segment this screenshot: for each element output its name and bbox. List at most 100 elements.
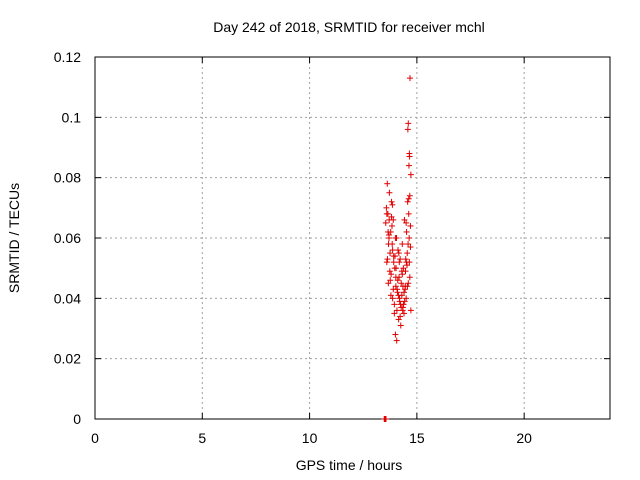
- data-point: [406, 274, 413, 281]
- data-point: [391, 301, 398, 308]
- data-point: [391, 253, 398, 260]
- data-point: [397, 256, 404, 263]
- x-tick-label: 10: [302, 430, 318, 446]
- data-point: [398, 304, 405, 311]
- data-point: [385, 231, 392, 238]
- data-point: [405, 280, 412, 287]
- data-point: [383, 210, 390, 217]
- data-point: [400, 265, 407, 272]
- data-point: [397, 313, 404, 320]
- grid: [95, 57, 610, 419]
- data-point: [405, 241, 412, 248]
- data-point: [393, 337, 400, 344]
- data-point: [396, 295, 403, 302]
- data-point: [407, 75, 414, 82]
- y-tick-labels: 0 0.02 0.04 0.06 0.08 0.1 0.12: [54, 49, 81, 427]
- data-point: [392, 235, 399, 241]
- chart-title: Day 242 of 2018, SRMTID for receiver mch…: [213, 19, 485, 35]
- data-point: [388, 213, 395, 220]
- data-point: [395, 250, 402, 257]
- data-point: [382, 219, 389, 226]
- y-axis-label: SRMTID / TECUs: [6, 183, 22, 293]
- data-point: [405, 210, 412, 217]
- data-point: [401, 298, 408, 305]
- data-point: [404, 262, 411, 269]
- data-point: [389, 247, 396, 254]
- x-tick-label: 15: [409, 430, 425, 446]
- data-point: [387, 250, 394, 257]
- data-point: [395, 316, 402, 323]
- data-point: [404, 250, 411, 257]
- data-point: [390, 259, 397, 266]
- data-point: [398, 268, 405, 275]
- data-point: [400, 301, 407, 308]
- data-point: [387, 277, 394, 284]
- y-tick-label: 0.02: [54, 351, 81, 367]
- data-point: [404, 198, 411, 205]
- x-tick-labels: 0 5 10 15 20: [91, 430, 532, 446]
- data-point: [384, 256, 391, 263]
- x-axis-label: GPS time / hours: [296, 457, 403, 473]
- x-tick-label: 20: [516, 430, 532, 446]
- data-point: [396, 259, 403, 266]
- data-point: [387, 292, 394, 299]
- data-point: [399, 307, 406, 314]
- data-point: [394, 247, 401, 254]
- data-point: [395, 292, 402, 299]
- data-point: [383, 204, 390, 211]
- data-point: [407, 307, 414, 314]
- y-tick-label: 0.1: [62, 109, 82, 125]
- data-point: [406, 192, 413, 199]
- data-point: [403, 219, 410, 226]
- data-point: [389, 295, 396, 302]
- data-point: [388, 222, 395, 229]
- data-point: [397, 322, 404, 329]
- data-point: [402, 283, 409, 290]
- data-point: [405, 120, 412, 127]
- axis-ticks: [94, 56, 610, 420]
- data-point: [401, 216, 408, 223]
- data-point: [393, 265, 400, 272]
- x-tick-label: 5: [198, 430, 206, 446]
- data-point: [399, 241, 406, 248]
- data-point: [392, 331, 399, 338]
- data-point: [384, 180, 391, 187]
- data-point: [386, 189, 393, 196]
- data-point: [403, 259, 410, 266]
- data-point: [392, 274, 399, 281]
- data-point: [407, 222, 414, 229]
- data-point: [401, 310, 407, 317]
- data-point: [382, 416, 389, 422]
- data-point: [386, 268, 393, 275]
- data-point: [392, 283, 399, 290]
- y-tick-label: 0.04: [54, 290, 81, 306]
- data-point: [385, 241, 392, 248]
- data-point: [403, 228, 410, 235]
- y-tick-label: 0.12: [54, 49, 81, 65]
- data-point: [405, 162, 412, 169]
- data-point: [406, 150, 413, 157]
- data-point: [383, 259, 390, 266]
- data-point: [403, 295, 410, 302]
- data-point: [402, 256, 409, 263]
- data-point: [407, 244, 414, 251]
- data-point: [405, 195, 412, 202]
- data-point: [407, 171, 414, 178]
- y-tick-label: 0.08: [54, 170, 81, 186]
- data-point: [385, 280, 392, 287]
- data-point: [389, 201, 396, 208]
- data-point: [391, 310, 398, 317]
- data-point: [393, 307, 400, 314]
- data-point: [386, 216, 393, 223]
- x-tick-label: 0: [91, 430, 99, 446]
- data-point: [401, 289, 407, 296]
- y-tick-label: 0.06: [54, 230, 81, 246]
- data-point: [406, 235, 413, 241]
- data-point: [398, 280, 405, 287]
- data-point: [394, 277, 401, 284]
- data-point: [385, 228, 392, 235]
- data-point: [390, 286, 397, 293]
- y-tick-label: 0: [73, 411, 81, 427]
- data-point: [404, 126, 411, 133]
